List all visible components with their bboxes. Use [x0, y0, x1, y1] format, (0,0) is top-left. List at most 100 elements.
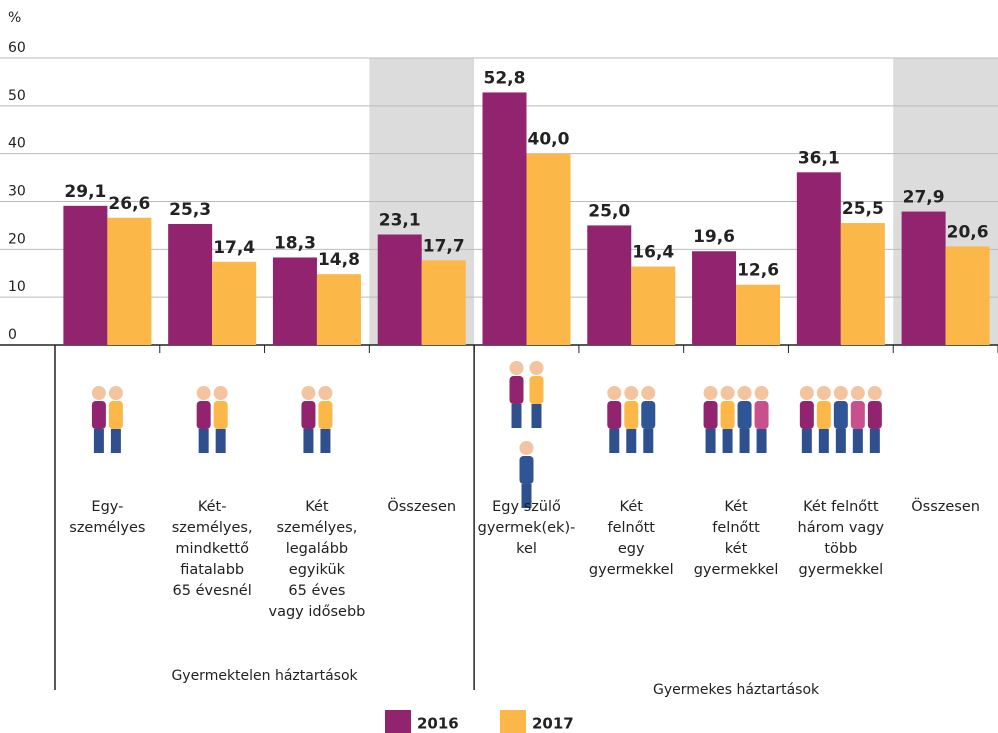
figure-body	[799, 401, 814, 429]
figure-head	[624, 386, 639, 400]
figure-head	[607, 386, 622, 400]
figure-head	[213, 386, 228, 400]
figure-legs	[818, 429, 829, 453]
figure-legs	[511, 404, 522, 428]
figure-body	[703, 401, 718, 429]
figure-body	[737, 401, 752, 429]
figure-legs	[531, 404, 542, 428]
figure-legs	[303, 429, 314, 453]
bar	[168, 223, 213, 345]
figure-legs	[801, 429, 812, 453]
value-label: 12,6	[737, 261, 779, 281]
figure-head	[816, 386, 831, 400]
value-label: 14,8	[318, 250, 360, 270]
figure-head	[867, 386, 882, 400]
x-tick-label: Egy- személyes	[69, 499, 146, 536]
figure-body	[529, 376, 544, 404]
figure-legs	[869, 429, 880, 453]
bar	[421, 260, 466, 345]
legend-swatch	[385, 710, 411, 733]
figure-body	[720, 401, 735, 429]
y-tick-label: 10	[8, 279, 26, 295]
group-label: Gyermektelen háztartások	[171, 668, 358, 684]
legend-label: 2017	[532, 715, 574, 733]
figure-legs	[835, 429, 846, 453]
figure-legs	[521, 484, 532, 508]
bar	[107, 217, 152, 345]
bar	[736, 284, 781, 345]
value-label: 29,1	[64, 182, 106, 202]
bar	[377, 234, 422, 345]
figure-head	[318, 386, 333, 400]
value-label: 17,7	[423, 236, 465, 256]
bar	[840, 223, 885, 345]
figure-body	[624, 401, 639, 429]
figure-head	[301, 386, 316, 400]
value-label: 23,1	[379, 211, 421, 231]
figure-head	[720, 386, 735, 400]
figure-legs	[198, 429, 209, 453]
x-tick-label: Két felnőtt három vagy több gyermekkel	[797, 499, 885, 578]
figure-legs	[93, 429, 104, 453]
figure-head	[509, 361, 524, 375]
figure-body	[108, 401, 123, 429]
figure-head	[799, 386, 814, 400]
figure-body	[833, 401, 848, 429]
figure-body	[301, 401, 316, 429]
y-tick-label: 0	[8, 327, 17, 343]
bar	[272, 257, 317, 345]
figure-head	[519, 441, 534, 455]
figure-head	[529, 361, 544, 375]
x-tick-label: Összesen	[387, 499, 457, 515]
figure-head	[737, 386, 752, 400]
figure-body	[196, 401, 211, 429]
figure-body	[318, 401, 333, 429]
x-tick-label: Két- személyes, mindkettő fiatalabb 65 é…	[171, 499, 253, 599]
x-tick-label: Két személyes, legalább egyikük 65 éves …	[268, 499, 366, 620]
bar	[212, 261, 257, 345]
figure-head	[754, 386, 769, 400]
figure-legs	[739, 429, 750, 453]
figure-legs	[215, 429, 226, 453]
y-tick-label: 30	[8, 184, 26, 200]
figure-head	[641, 386, 656, 400]
figure-body	[509, 376, 524, 404]
figure-head	[833, 386, 848, 400]
y-axis-label: %	[8, 10, 21, 26]
value-label: 25,0	[588, 201, 630, 221]
x-tick-label: Két felnőtt egy gyermekkel	[588, 499, 674, 578]
figure-body	[754, 401, 769, 429]
legend-label: 2016	[417, 715, 459, 733]
value-label: 16,4	[632, 243, 674, 263]
bar	[482, 92, 527, 345]
y-tick-label: 50	[8, 88, 26, 104]
figure-body	[816, 401, 831, 429]
figure-body	[91, 401, 106, 429]
value-label: 18,3	[274, 233, 316, 253]
group-label: Gyermekes háztartások	[653, 682, 820, 698]
value-label: 40,0	[528, 130, 570, 150]
bar	[945, 246, 990, 345]
figure-legs	[609, 429, 620, 453]
y-tick-label: 40	[8, 136, 26, 152]
figure-body	[607, 401, 622, 429]
value-label: 36,1	[798, 148, 840, 168]
bar	[901, 211, 946, 345]
figure-head	[703, 386, 718, 400]
y-tick-label: 20	[8, 231, 26, 247]
figure-body	[213, 401, 228, 429]
figure-legs	[852, 429, 863, 453]
value-label: 52,8	[484, 68, 526, 88]
figure-legs	[320, 429, 331, 453]
bar	[692, 251, 737, 345]
figure-legs	[110, 429, 121, 453]
value-label: 20,6	[947, 222, 989, 242]
figure-head	[196, 386, 211, 400]
figure-legs	[643, 429, 654, 453]
x-tick-label: Egy szülő gyermek(ek)- kel	[477, 499, 576, 557]
y-tick-label: 60	[8, 40, 26, 56]
value-label: 17,4	[213, 238, 255, 258]
value-label: 19,6	[693, 227, 735, 247]
